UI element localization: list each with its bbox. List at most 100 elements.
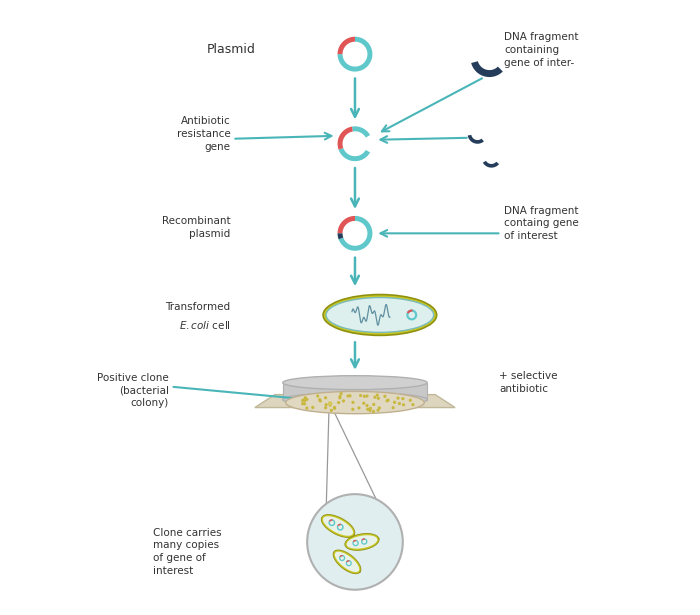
Ellipse shape (323, 295, 437, 335)
Circle shape (402, 404, 405, 406)
Circle shape (402, 398, 404, 400)
Polygon shape (323, 516, 353, 536)
Circle shape (326, 404, 327, 406)
Polygon shape (352, 126, 370, 138)
Circle shape (318, 399, 321, 400)
Circle shape (330, 410, 332, 411)
Polygon shape (340, 555, 343, 557)
Circle shape (337, 402, 340, 403)
Text: + selective
antibiotic: + selective antibiotic (499, 371, 558, 394)
Polygon shape (361, 538, 368, 545)
Circle shape (397, 397, 399, 399)
Text: DNA fragment
containg gene
of interest: DNA fragment containg gene of interest (505, 205, 579, 241)
Circle shape (342, 400, 344, 402)
Ellipse shape (286, 391, 424, 414)
Polygon shape (361, 538, 365, 541)
Circle shape (366, 405, 368, 407)
Polygon shape (335, 552, 359, 572)
Circle shape (393, 402, 395, 403)
Circle shape (379, 407, 380, 409)
Polygon shape (353, 540, 356, 542)
Polygon shape (346, 560, 352, 566)
Polygon shape (255, 395, 455, 408)
Circle shape (386, 400, 388, 402)
Circle shape (372, 411, 375, 412)
Polygon shape (337, 37, 355, 54)
Ellipse shape (326, 298, 434, 332)
Polygon shape (346, 560, 349, 562)
Circle shape (339, 395, 341, 397)
Circle shape (352, 408, 354, 410)
Polygon shape (339, 148, 370, 161)
Circle shape (373, 403, 374, 405)
Polygon shape (483, 161, 499, 168)
Polygon shape (468, 135, 484, 144)
Circle shape (334, 407, 335, 408)
Polygon shape (337, 216, 355, 233)
Text: Plasmid: Plasmid (206, 42, 256, 56)
Polygon shape (337, 127, 353, 149)
Text: Antibiotic
resistance
gene: Antibiotic resistance gene (176, 116, 230, 151)
Ellipse shape (283, 392, 427, 407)
Circle shape (377, 397, 379, 399)
Circle shape (377, 409, 379, 411)
Polygon shape (352, 540, 359, 546)
Circle shape (377, 394, 378, 396)
Polygon shape (321, 515, 355, 538)
Polygon shape (283, 383, 427, 400)
Polygon shape (471, 62, 503, 77)
Circle shape (370, 408, 371, 409)
Circle shape (325, 407, 326, 408)
Circle shape (358, 407, 360, 409)
Polygon shape (337, 524, 341, 526)
Circle shape (339, 397, 341, 399)
Text: Transformed: Transformed (165, 302, 230, 312)
Text: $\it{E. coli}$ cell: $\it{E. coli}$ cell (178, 319, 230, 331)
Circle shape (304, 397, 306, 399)
Text: DNA fragment
containing
gene of inter-: DNA fragment containing gene of inter- (505, 32, 579, 68)
Polygon shape (337, 37, 372, 71)
Circle shape (306, 399, 308, 400)
Circle shape (329, 404, 331, 406)
Polygon shape (406, 309, 417, 320)
Circle shape (303, 399, 305, 401)
Text: Recombinant
plasmid: Recombinant plasmid (162, 216, 230, 239)
Circle shape (312, 407, 314, 408)
Circle shape (302, 400, 304, 402)
Circle shape (363, 395, 365, 397)
Circle shape (366, 395, 368, 397)
Polygon shape (345, 533, 379, 550)
Polygon shape (346, 535, 377, 549)
Circle shape (367, 408, 369, 410)
Circle shape (302, 403, 304, 405)
Circle shape (347, 395, 349, 397)
Polygon shape (339, 216, 372, 251)
Circle shape (363, 402, 365, 404)
Ellipse shape (283, 376, 427, 390)
Text: Positive clone
(bacterial
colony): Positive clone (bacterial colony) (97, 373, 169, 408)
Circle shape (387, 399, 389, 401)
Circle shape (325, 397, 326, 399)
Circle shape (352, 402, 354, 403)
Circle shape (398, 403, 400, 405)
Circle shape (306, 407, 308, 409)
Circle shape (307, 494, 402, 590)
Circle shape (328, 402, 332, 405)
Polygon shape (333, 550, 361, 574)
Circle shape (349, 395, 351, 397)
Circle shape (360, 395, 361, 397)
Circle shape (392, 407, 394, 408)
Polygon shape (328, 519, 335, 526)
Circle shape (374, 396, 376, 398)
Circle shape (369, 410, 371, 411)
Circle shape (304, 403, 305, 405)
Polygon shape (407, 309, 413, 314)
Polygon shape (337, 524, 344, 531)
Circle shape (340, 393, 342, 395)
Polygon shape (339, 555, 345, 561)
Polygon shape (337, 233, 343, 239)
Circle shape (319, 400, 321, 402)
Text: Clone carries
many copies
of gene of
interest: Clone carries many copies of gene of int… (153, 528, 221, 576)
Circle shape (304, 400, 306, 402)
Circle shape (334, 407, 335, 409)
